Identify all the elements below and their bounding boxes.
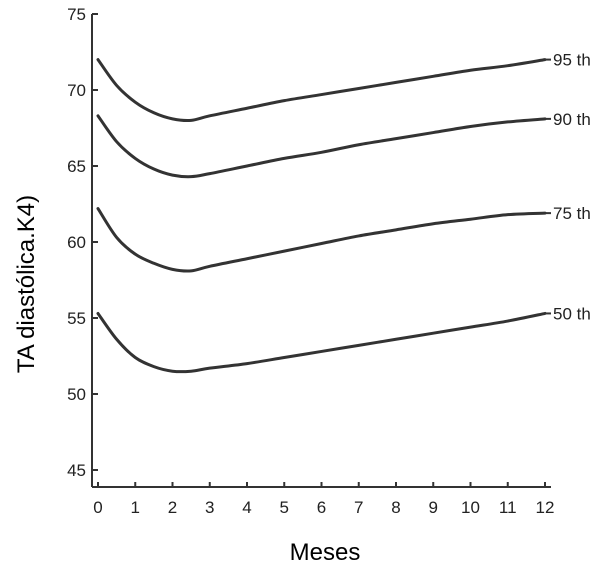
series-label: 95 th [553, 51, 591, 70]
x-tick-label: 7 [354, 498, 363, 517]
y-tick-label: 65 [67, 157, 86, 176]
labels-layer: 95 th 90 th 75 th 50 th [545, 51, 591, 323]
x-tick-label: 8 [391, 498, 400, 517]
x-tick-label: 3 [205, 498, 214, 517]
series-layer [96, 58, 547, 374]
axes-layer [91, 14, 551, 488]
x-tick-label: 4 [242, 498, 251, 517]
y-tick-label: 70 [67, 81, 86, 100]
y-axis-title: TA diastólica.K4) [13, 195, 40, 373]
y-tick-label: 60 [67, 233, 86, 252]
x-axis-title: Meses [290, 539, 361, 564]
series-label: 50 th [553, 304, 591, 323]
x-tick-label: 9 [429, 498, 438, 517]
series-line-75-th [96, 207, 547, 273]
x-tick-label: 1 [131, 498, 140, 517]
series-line-90-th [96, 114, 547, 179]
series-line-50-th [96, 311, 547, 374]
x-tick-label: 11 [499, 498, 517, 517]
y-tick-label: 75 [67, 5, 86, 24]
series-label: 90 th [553, 110, 591, 129]
series-line-95-th [96, 58, 547, 123]
y-tick-label: 45 [67, 461, 86, 480]
x-tick-label: 6 [317, 498, 326, 517]
series-label: 75 th [553, 204, 591, 223]
x-tick-label: 2 [168, 498, 177, 517]
x-tick-label: 5 [280, 498, 289, 517]
y-tick-label: 55 [67, 309, 86, 328]
x-tick-label: 12 [536, 498, 555, 517]
x-tick-label: 0 [93, 498, 102, 517]
x-tick-label: 10 [461, 498, 480, 517]
y-tick-label: 50 [67, 385, 86, 404]
